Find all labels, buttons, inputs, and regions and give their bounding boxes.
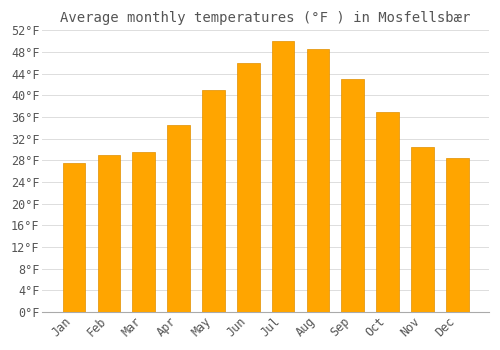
Bar (237, 63, 260, 312)
Bar (62, 163, 86, 312)
Bar (342, 79, 364, 312)
Bar (411, 147, 434, 312)
Bar (132, 152, 155, 312)
Bar (167, 125, 190, 312)
Bar (446, 158, 468, 312)
Bar (376, 112, 399, 312)
Title: Average monthly temperatures (°F ) in Mosfellsbær: Average monthly temperatures (°F ) in Mo… (60, 11, 471, 25)
Bar (98, 155, 120, 312)
Bar (306, 49, 329, 312)
Bar (202, 90, 224, 312)
Bar (272, 41, 294, 312)
